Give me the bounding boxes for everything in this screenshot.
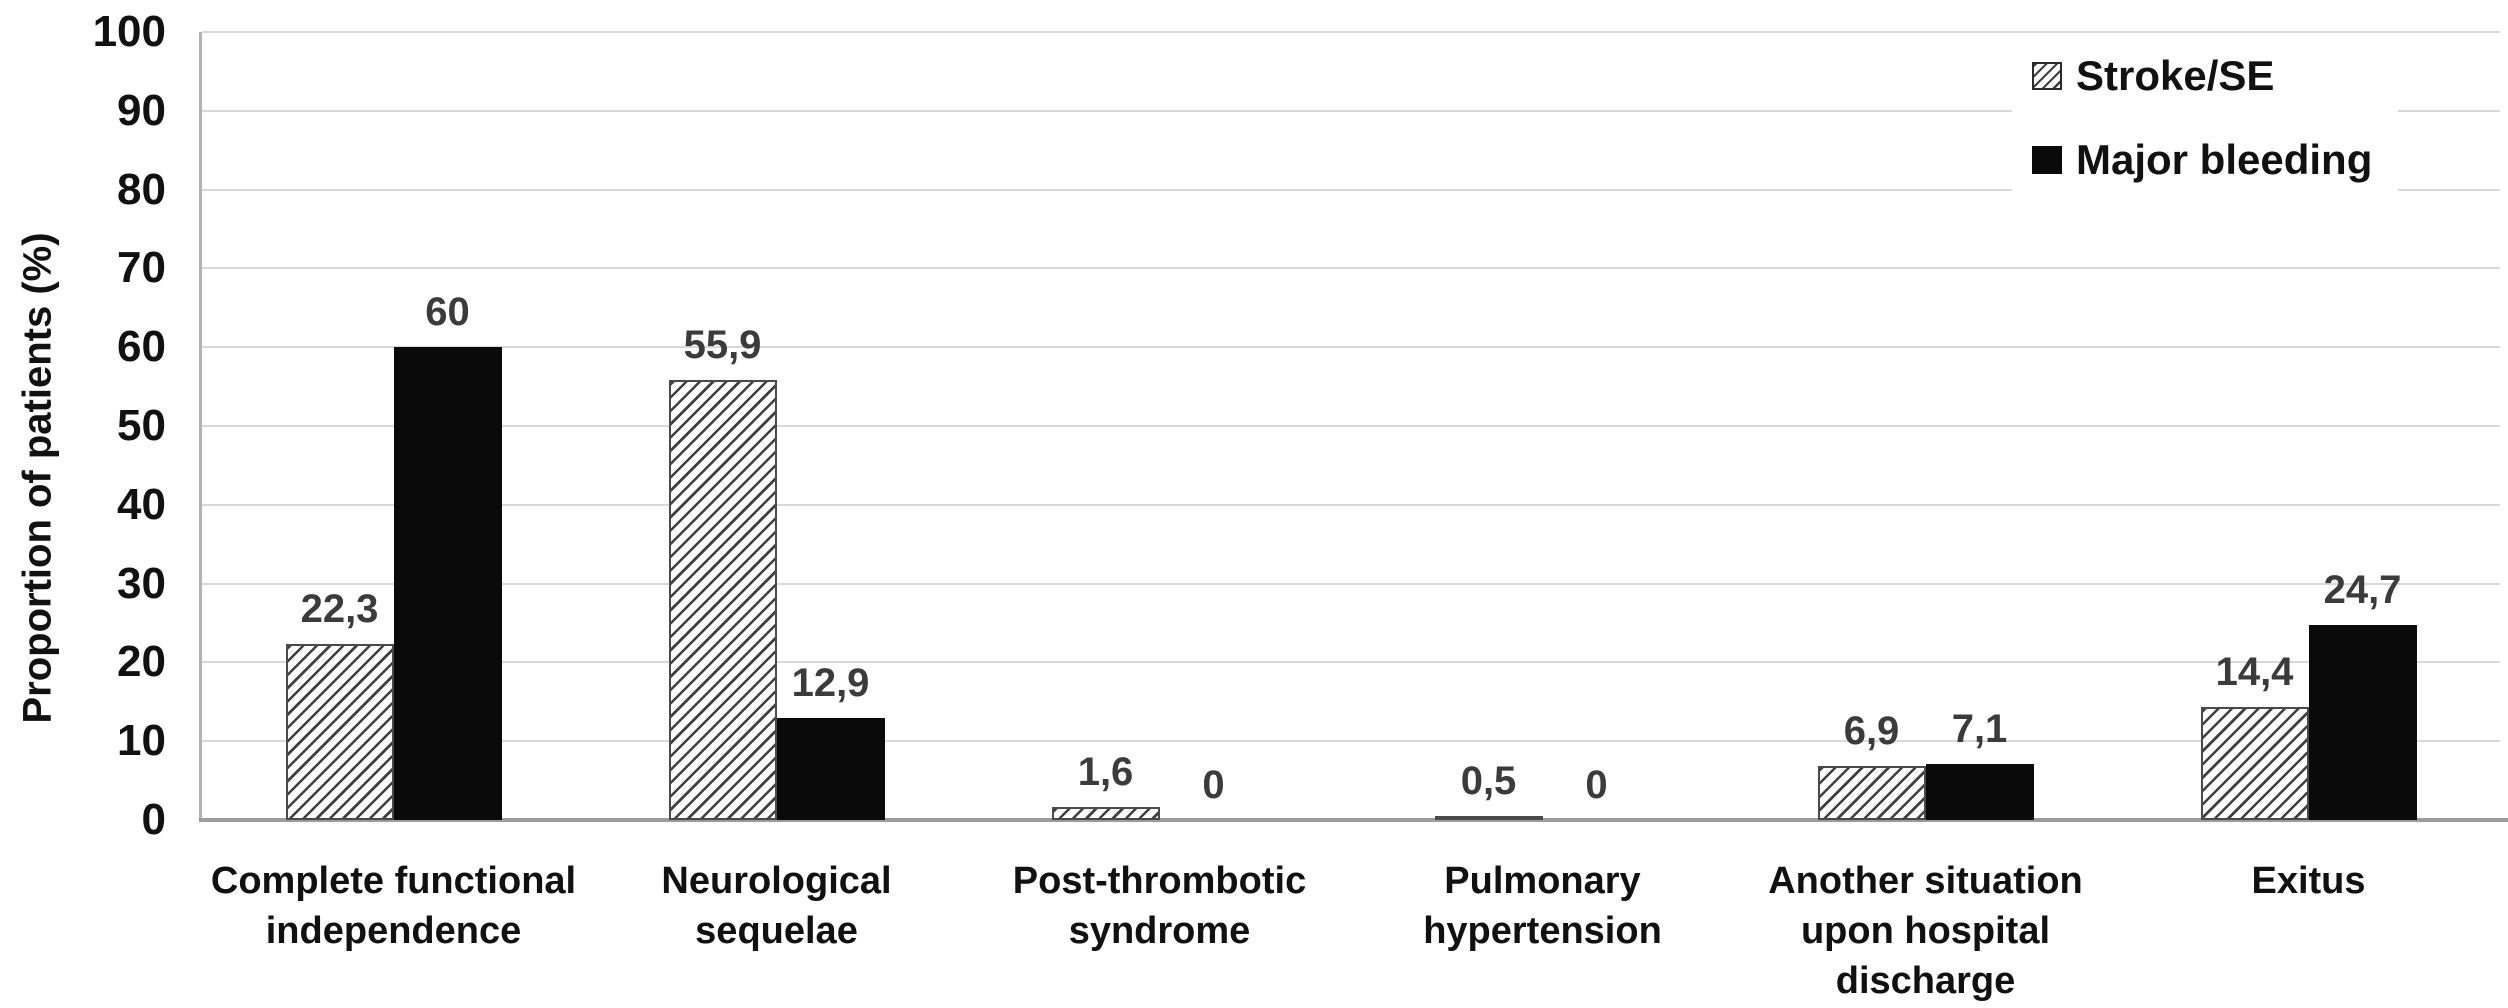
plot-area: 22,3 60 55,9 12,9 1,6 0 0,5 0 6,9 7,1 14,4 24,7 — [199, 31, 2508, 822]
bar-group: 22,3 60 — [202, 32, 585, 820]
bar-value-label: 60 — [425, 290, 470, 335]
x-category-label: Another situation upon hospital discharg… — [1768, 860, 2083, 1003]
x-category-label: Neurological sequelae — [661, 860, 892, 953]
bar-value-label: 0 — [1202, 763, 1225, 807]
y-tick-label: 10 — [117, 716, 166, 766]
bar-stroke-se — [2200, 706, 2309, 820]
bar-value-label: 14,4 — [2215, 649, 2294, 694]
gridline — [202, 503, 2500, 506]
legend-label-stroke-se: Stroke/SE — [2076, 52, 2275, 99]
gridline — [202, 661, 2500, 664]
bar-group: 6,9 7,1 — [1734, 32, 2117, 820]
gridline — [202, 425, 2500, 427]
y-tick-label: 40 — [117, 479, 166, 529]
hatched-swatch-icon — [2032, 62, 2062, 90]
gridline — [202, 346, 2500, 349]
y-tick-label: 60 — [117, 322, 166, 372]
bar-major-bleeding — [1925, 764, 2034, 820]
y-tick-label: 80 — [117, 164, 166, 214]
x-category-label: Post-thrombotic syndrome — [1012, 860, 1307, 953]
bar-group: 55,9 12,9 — [585, 32, 968, 820]
gridline — [202, 188, 2500, 191]
bar-major-bleeding — [393, 347, 502, 820]
gridline — [202, 740, 2500, 743]
bar-value-label: 22,3 — [300, 587, 379, 632]
bar-value-label: 24,7 — [2323, 568, 2402, 613]
bar-stroke-se — [1817, 765, 1926, 820]
y-tick-label: 100 — [92, 7, 166, 56]
bar-stroke-se — [668, 379, 777, 820]
bar-stroke-se — [285, 644, 394, 820]
y-tick-label: 90 — [117, 85, 166, 135]
x-category-label: Complete functional independence — [210, 860, 577, 953]
y-tick-label: 30 — [117, 558, 166, 608]
y-tick-label: 70 — [117, 243, 166, 293]
gridline — [202, 582, 2500, 585]
bar-value-label: 12,9 — [791, 661, 870, 706]
bar-value-label: 55,9 — [683, 322, 762, 367]
gridline — [202, 31, 2500, 33]
bar-value-label: 7,1 — [1951, 707, 2008, 752]
bar-value-label: 6,9 — [1843, 708, 1900, 753]
bar-value-label: 0,5 — [1460, 759, 1517, 804]
bar-major-bleeding — [776, 718, 885, 820]
black-swatch-icon — [2032, 146, 2062, 174]
legend-item-major-bleeding: Major bleeding — [2032, 136, 2373, 183]
y-axis-line — [199, 32, 202, 822]
legend-item-stroke-se: Stroke/SE — [2032, 52, 2372, 99]
bar-stroke-se — [1434, 816, 1543, 820]
legend-label-major-bleeding: Major bleeding — [2076, 136, 2373, 183]
bar-group: 1,6 0 — [968, 32, 1351, 820]
gridline — [202, 267, 2500, 270]
x-axis-line — [199, 818, 2508, 822]
bar-stroke-se — [1051, 807, 1160, 820]
x-category-label: Pulmonary hypertension — [1423, 860, 1662, 953]
y-tick-label: 20 — [117, 637, 166, 687]
bar-value-label: 1,6 — [1077, 750, 1134, 795]
bar-group: 0,5 0 — [1351, 32, 1734, 820]
legend: Stroke/SE Major bleeding — [2012, 40, 2399, 200]
y-tick-label: 50 — [117, 401, 166, 450]
x-category-label: Exitus — [2251, 860, 2366, 902]
gridline — [202, 109, 2500, 112]
bar-group: 14,4 24,7 — [2117, 32, 2500, 820]
bar-value-label: 0 — [1585, 763, 1608, 807]
bar-major-bleeding — [2308, 625, 2417, 820]
y-tick-label: 0 — [141, 795, 166, 844]
